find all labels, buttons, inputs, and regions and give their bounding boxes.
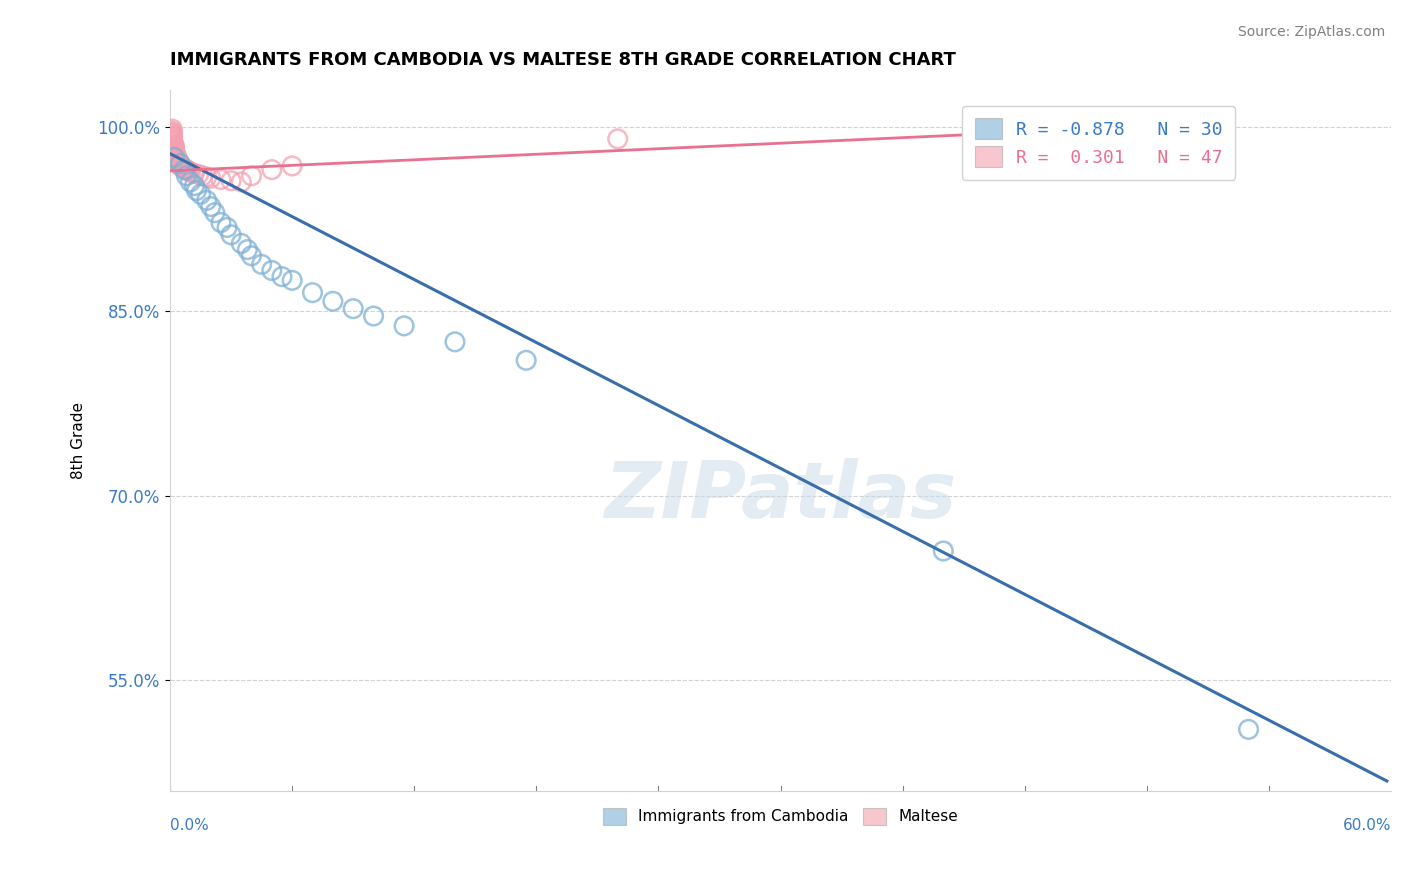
Point	[172, 160, 194, 174]
Point	[165, 148, 187, 162]
Point	[163, 150, 186, 164]
Point	[179, 175, 201, 189]
Point	[169, 156, 191, 170]
Point	[195, 194, 218, 208]
Legend: Immigrants from Cambodia, Maltese: Immigrants from Cambodia, Maltese	[595, 800, 966, 832]
Point	[271, 269, 294, 284]
Point	[200, 200, 222, 214]
Point	[186, 184, 208, 198]
Point	[515, 353, 537, 368]
Point	[215, 220, 238, 235]
Point	[932, 544, 955, 558]
Point	[165, 149, 187, 163]
Point	[163, 140, 186, 154]
Point	[183, 178, 205, 193]
Point	[160, 136, 183, 150]
Point	[163, 146, 186, 161]
Point	[281, 159, 304, 173]
Point	[240, 249, 263, 263]
Point	[163, 144, 186, 158]
Point	[606, 132, 628, 146]
Point	[444, 334, 467, 349]
Point	[169, 159, 191, 173]
Point	[160, 127, 183, 141]
Point	[260, 263, 283, 277]
Point	[392, 318, 415, 333]
Point	[177, 164, 200, 178]
Point	[165, 152, 187, 166]
Point	[165, 153, 187, 167]
Text: ZIPatlas: ZIPatlas	[605, 458, 956, 534]
Point	[160, 126, 183, 140]
Point	[183, 166, 205, 180]
Point	[204, 205, 226, 219]
Point	[163, 138, 186, 153]
Point	[236, 243, 259, 257]
Point	[260, 162, 283, 177]
Point	[342, 301, 364, 316]
Point	[176, 169, 198, 183]
Point	[179, 165, 201, 179]
Text: 60.0%: 60.0%	[1343, 818, 1391, 833]
Text: IMMIGRANTS FROM CAMBODIA VS MALTESE 8TH GRADE CORRELATION CHART: IMMIGRANTS FROM CAMBODIA VS MALTESE 8TH …	[170, 51, 956, 69]
Text: 0.0%: 0.0%	[170, 818, 209, 833]
Point	[160, 136, 183, 151]
Point	[281, 273, 304, 287]
Point	[167, 155, 190, 169]
Y-axis label: 8th Grade: 8th Grade	[72, 401, 86, 479]
Point	[173, 162, 195, 177]
Point	[209, 172, 232, 186]
Point	[167, 154, 190, 169]
Point	[190, 187, 212, 202]
Point	[165, 150, 187, 164]
Point	[160, 122, 183, 136]
Point	[167, 156, 190, 170]
Point	[231, 236, 253, 251]
Point	[160, 134, 183, 148]
Point	[160, 132, 183, 146]
Point	[250, 257, 273, 271]
Point	[240, 169, 263, 183]
Point	[219, 174, 242, 188]
Point	[231, 175, 253, 189]
Point	[163, 139, 186, 153]
Point	[1237, 723, 1260, 737]
Point	[160, 124, 183, 138]
Point	[322, 294, 344, 309]
Point	[219, 227, 242, 242]
Point	[160, 128, 183, 143]
Point	[187, 168, 209, 182]
Point	[169, 158, 191, 172]
Point	[173, 161, 195, 176]
Point	[195, 169, 218, 184]
Point	[163, 145, 186, 160]
Point	[160, 129, 183, 144]
Point	[163, 142, 186, 156]
Point	[200, 171, 222, 186]
Point	[163, 143, 186, 157]
Point	[176, 162, 198, 177]
Point	[301, 285, 323, 300]
Point	[363, 309, 385, 323]
Point	[209, 215, 232, 229]
Point	[191, 169, 214, 183]
Point	[160, 130, 183, 145]
Text: Source: ZipAtlas.com: Source: ZipAtlas.com	[1237, 25, 1385, 39]
Point	[160, 133, 183, 147]
